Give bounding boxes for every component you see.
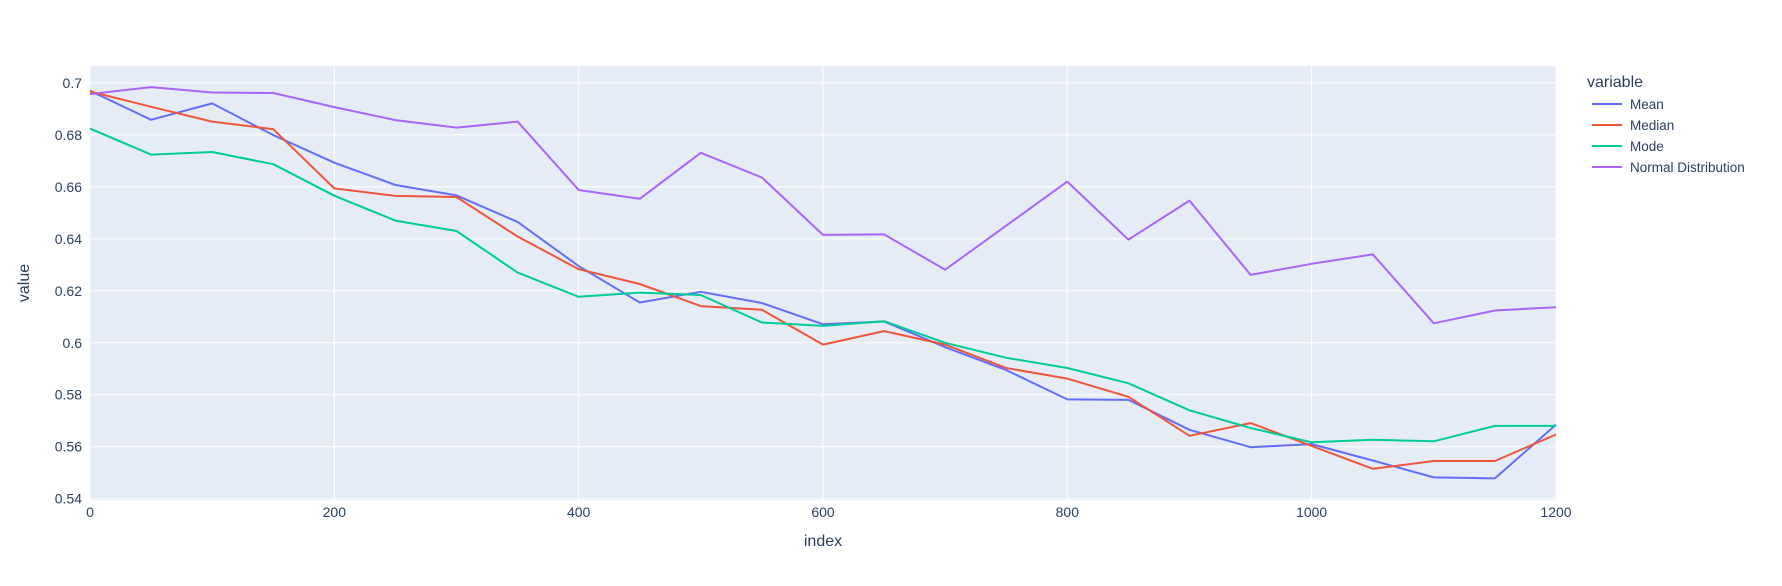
series-line-median xyxy=(89,90,1557,470)
legend-item-mode[interactable]: Mode xyxy=(1592,139,1664,154)
y-tick-label: 0.6 xyxy=(63,335,83,351)
legend-item-median[interactable]: Median xyxy=(1592,118,1674,133)
x-axis-title: index xyxy=(804,533,842,550)
legend-label: Normal Distribution xyxy=(1630,160,1745,175)
x-tick-label: 600 xyxy=(811,504,835,520)
legend-items: Mean Median Mode Normal Distribution xyxy=(1592,97,1745,175)
legend-item-mean[interactable]: Mean xyxy=(1592,97,1664,112)
y-tick-label: 0.58 xyxy=(55,387,82,403)
y-tick-label: 0.7 xyxy=(63,75,83,91)
y-tick-label: 0.54 xyxy=(55,491,82,507)
series-lines xyxy=(89,86,1557,480)
y-tick-label: 0.68 xyxy=(55,127,82,143)
y-axis-ticks: 0.54 0.56 0.58 0.6 0.62 0.64 0.66 0.68 0.7 xyxy=(55,75,82,507)
legend-item-normal-distribution[interactable]: Normal Distribution xyxy=(1592,160,1745,175)
gridlines xyxy=(89,66,1557,500)
legend-title: variable xyxy=(1587,74,1643,91)
y-tick-label: 0.56 xyxy=(55,439,82,455)
y-axis-title: value xyxy=(16,264,33,302)
series-line-normal-distribution xyxy=(89,86,1557,325)
x-tick-label: 0 xyxy=(86,504,94,520)
y-tick-label: 0.64 xyxy=(55,231,82,247)
x-axis-ticks: 0 200 400 600 800 1000 1200 xyxy=(86,504,1572,520)
legend-label: Mode xyxy=(1630,139,1664,154)
y-tick-label: 0.62 xyxy=(55,283,82,299)
x-tick-label: 200 xyxy=(323,504,347,520)
y-tick-label: 0.66 xyxy=(55,179,82,195)
series-line-mean xyxy=(89,89,1557,480)
x-tick-label: 400 xyxy=(567,504,591,520)
series-line-mode xyxy=(89,127,1556,444)
x-tick-label: 1200 xyxy=(1540,504,1571,520)
x-tick-label: 1000 xyxy=(1296,504,1327,520)
x-tick-label: 800 xyxy=(1056,504,1080,520)
legend: variable Mean Median Mode Normal Distributi… xyxy=(1587,74,1745,175)
legend-label: Median xyxy=(1630,118,1674,133)
legend-label: Mean xyxy=(1630,97,1664,112)
